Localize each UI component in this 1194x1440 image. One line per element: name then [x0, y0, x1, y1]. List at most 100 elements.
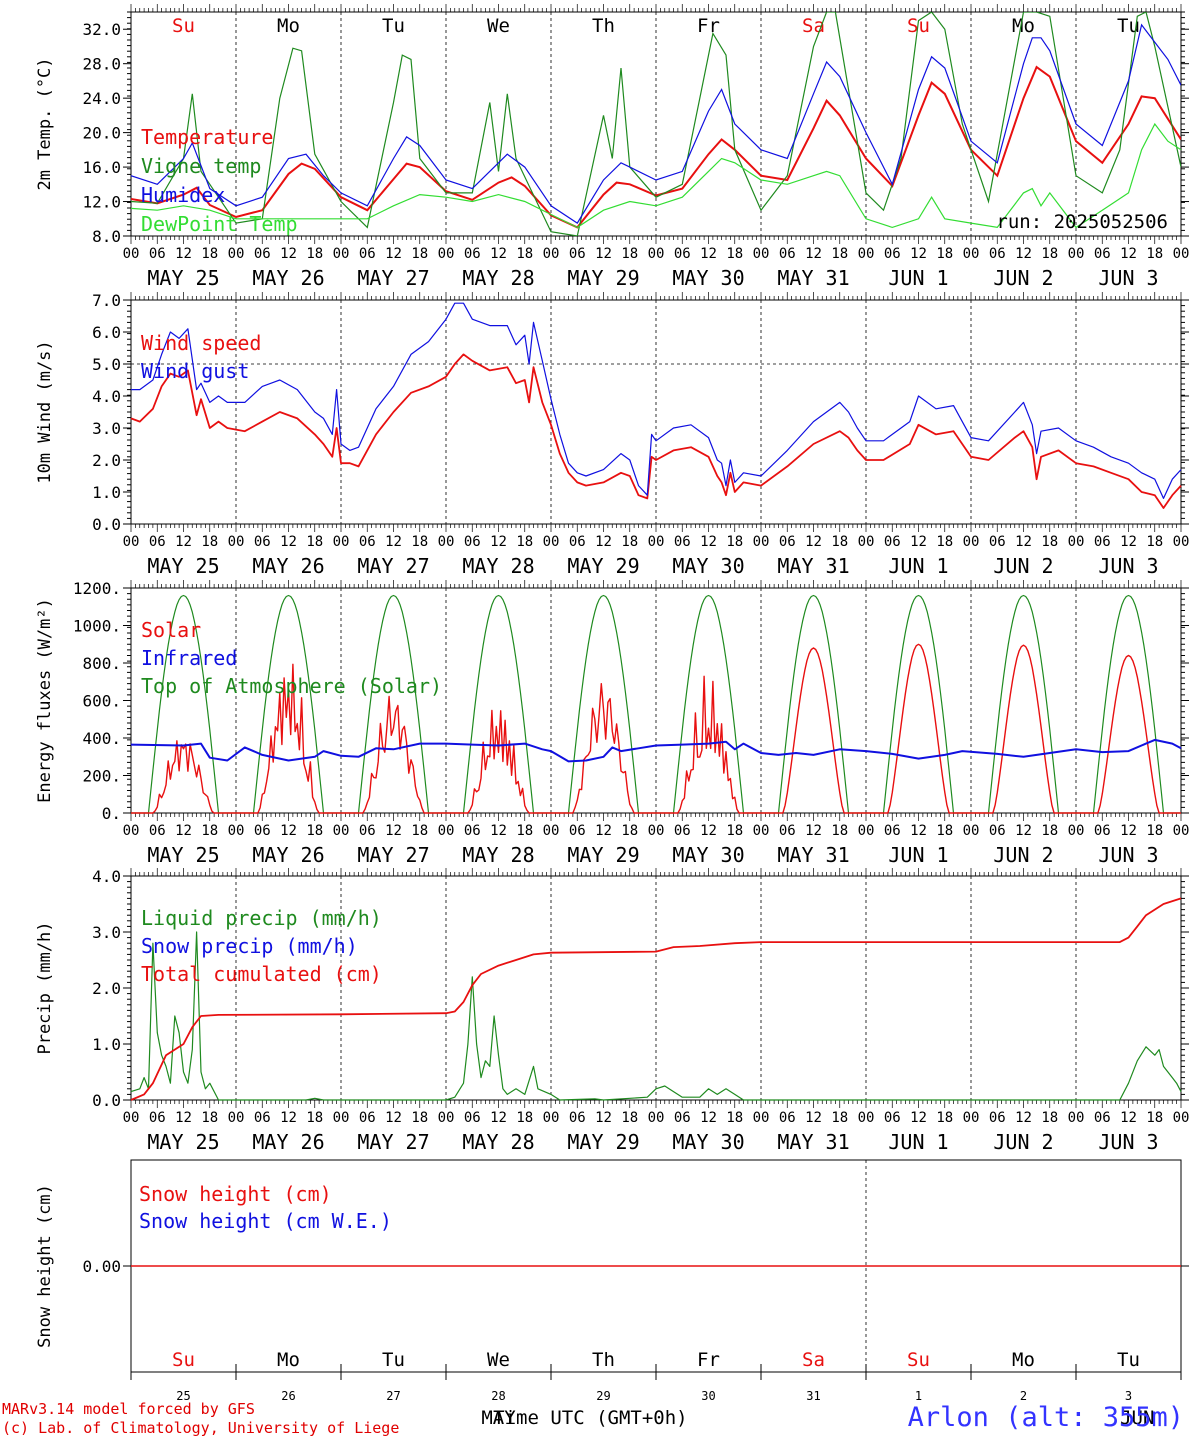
legend-entry: Infrared	[141, 646, 237, 670]
legend-entry: Wind gust	[141, 359, 249, 383]
day-number: 26	[281, 1389, 295, 1403]
hour-tick-label: 18	[831, 1110, 848, 1126]
legend-entry: Snow precip (mm/h)	[141, 934, 358, 958]
hour-tick-label: 12	[385, 534, 402, 550]
hour-tick-label: 18	[1146, 246, 1163, 262]
hour-tick-label: 00	[438, 1110, 455, 1126]
day-name: We	[487, 1349, 510, 1371]
hour-tick-label: 18	[1146, 534, 1163, 550]
day-number: 27	[386, 1389, 400, 1403]
hour-tick-label: 12	[1015, 823, 1032, 839]
hour-tick-label: 00	[543, 823, 560, 839]
hour-tick-label: 06	[359, 534, 376, 550]
hour-tick-label: 06	[149, 823, 166, 839]
hour-tick-label: 00	[858, 246, 875, 262]
day-name: Th	[592, 1349, 615, 1371]
hour-tick-label: 00	[648, 823, 665, 839]
hour-tick-label: 18	[306, 1110, 323, 1126]
legend-entry: Wind speed	[141, 331, 261, 355]
hour-tick-label: 00	[1173, 534, 1190, 550]
hour-tick-label: 00	[753, 823, 770, 839]
y-tick-label: 0.0	[92, 515, 121, 534]
hour-tick-label: 00	[333, 534, 350, 550]
hour-tick-label: 18	[411, 823, 428, 839]
hour-tick-label: 06	[779, 823, 796, 839]
date-label: MAY 26	[252, 554, 324, 578]
y-axis-label: Precip (mm/h)	[35, 921, 55, 1054]
date-label: JUN 1	[888, 266, 948, 290]
hour-tick-label: 00	[1068, 246, 1085, 262]
hour-tick-label: 06	[989, 1110, 1006, 1126]
day-name: Su	[172, 1349, 195, 1371]
y-tick-label: 800.	[82, 654, 121, 673]
y-tick-label: 28.0	[82, 55, 121, 74]
hour-tick-label: 18	[516, 534, 533, 550]
y-axis-label: 10m Wind (m/s)	[35, 340, 55, 483]
hour-tick-label: 18	[201, 534, 218, 550]
hour-tick-label: 00	[963, 246, 980, 262]
hour-tick-label: 12	[1120, 1110, 1137, 1126]
hour-tick-label: 00	[228, 823, 245, 839]
hour-tick-label: 00	[858, 823, 875, 839]
hour-tick-label: 00	[438, 823, 455, 839]
hour-tick-label: 12	[910, 246, 927, 262]
series-humidex	[131, 23, 1181, 224]
hour-tick-label: 06	[569, 823, 586, 839]
day-name: Mo	[1012, 15, 1035, 37]
legend-entry: Total cumulated (cm)	[141, 962, 382, 986]
day-number: 28	[491, 1389, 505, 1403]
hour-tick-label: 06	[254, 1110, 271, 1126]
hour-tick-label: 06	[674, 1110, 691, 1126]
hour-tick-label: 12	[490, 534, 507, 550]
hour-tick-label: 18	[621, 1110, 638, 1126]
hour-tick-label: 06	[254, 823, 271, 839]
day-name: Su	[907, 15, 930, 37]
hour-tick-label: 12	[1120, 823, 1137, 839]
day-name: Fr	[697, 1349, 720, 1371]
legend-entry: Temperature	[141, 125, 273, 149]
series-vigne-temp	[131, 12, 1181, 236]
hour-tick-label: 18	[1041, 1110, 1058, 1126]
panel-frame-2	[130, 299, 1182, 525]
hour-tick-label: 00	[1068, 1110, 1085, 1126]
hour-tick-label: 18	[831, 823, 848, 839]
date-label: MAY 30	[672, 266, 744, 290]
date-label: MAY 28	[462, 843, 534, 867]
hour-tick-label: 18	[1146, 1110, 1163, 1126]
hour-tick-label: 06	[674, 246, 691, 262]
hour-tick-label: 00	[228, 1110, 245, 1126]
hour-tick-label: 18	[201, 823, 218, 839]
hour-tick-label: 12	[595, 246, 612, 262]
hour-tick-label: 06	[149, 534, 166, 550]
hour-tick-label: 12	[385, 246, 402, 262]
date-label: MAY 31	[777, 266, 849, 290]
panel-frame-1	[130, 11, 1182, 237]
day-name: Sa	[802, 1349, 825, 1371]
day-name: Mo	[1012, 1349, 1035, 1371]
date-label: JUN 1	[888, 843, 948, 867]
temp-series	[131, 12, 1181, 236]
date-label: MAY 31	[777, 1130, 849, 1154]
hour-tick-label: 06	[254, 246, 271, 262]
y-axis-label: Snow height (cm)	[35, 1184, 55, 1348]
hour-tick-label: 00	[123, 1110, 140, 1126]
hour-tick-label: 18	[516, 823, 533, 839]
hour-tick-label: 06	[884, 534, 901, 550]
hour-tick-label: 18	[516, 1110, 533, 1126]
date-label: JUN 2	[993, 1130, 1053, 1154]
date-label: JUN 1	[888, 1130, 948, 1154]
y-tick-label: 16.0	[82, 158, 121, 177]
series-total	[130, 897, 1182, 1101]
legend-entry: DewPoint Temp	[141, 212, 298, 236]
date-label: MAY 28	[462, 1130, 534, 1154]
hour-tick-label: 06	[884, 246, 901, 262]
date-label: MAY 25	[147, 554, 219, 578]
hour-tick-label: 00	[753, 246, 770, 262]
hour-tick-label: 18	[726, 246, 743, 262]
hour-tick-label: 00	[648, 534, 665, 550]
hour-tick-label: 12	[1015, 534, 1032, 550]
hour-tick-label: 18	[726, 823, 743, 839]
hour-tick-label: 00	[858, 1110, 875, 1126]
series-dewpoint-temp	[131, 122, 1181, 229]
